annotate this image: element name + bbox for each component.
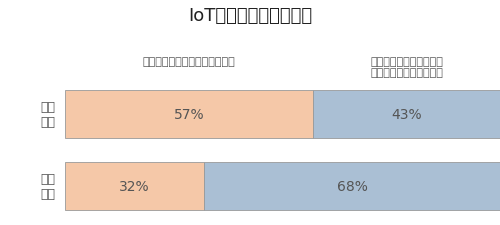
Text: IoTがもたらす期待効果: IoTがもたらす期待効果	[188, 7, 312, 25]
FancyBboxPatch shape	[313, 90, 500, 138]
Text: オペレーションの効率化
／生産性向上に貢献する: オペレーションの効率化 ／生産性向上に貢献する	[370, 56, 443, 78]
Text: 新たな収益源の創出に貢献する: 新たな収益源の創出に貢献する	[142, 56, 236, 66]
Text: 68%: 68%	[336, 179, 368, 193]
Text: 43%: 43%	[391, 108, 422, 122]
Text: 日本
企業: 日本 企業	[40, 172, 55, 200]
FancyBboxPatch shape	[65, 90, 313, 138]
Text: 57%: 57%	[174, 108, 204, 122]
Text: 海外
企業: 海外 企業	[40, 101, 55, 128]
FancyBboxPatch shape	[65, 162, 204, 210]
Text: 32%: 32%	[120, 179, 150, 193]
FancyBboxPatch shape	[204, 162, 500, 210]
